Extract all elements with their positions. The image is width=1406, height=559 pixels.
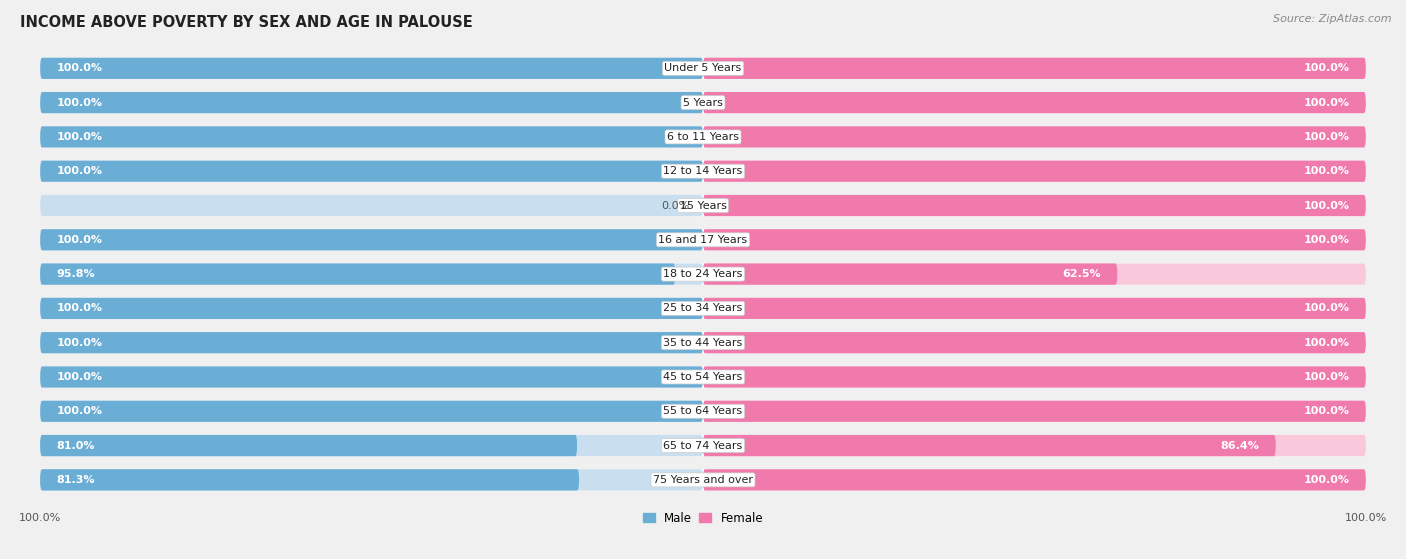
- FancyBboxPatch shape: [703, 58, 1365, 79]
- FancyBboxPatch shape: [703, 263, 1365, 285]
- FancyBboxPatch shape: [41, 195, 1365, 216]
- FancyBboxPatch shape: [41, 160, 1365, 182]
- FancyBboxPatch shape: [41, 160, 703, 182]
- Text: 100.0%: 100.0%: [56, 372, 103, 382]
- Text: 25 to 34 Years: 25 to 34 Years: [664, 304, 742, 314]
- FancyBboxPatch shape: [41, 229, 703, 250]
- Text: 100.0%: 100.0%: [1303, 63, 1350, 73]
- Text: 100.0%: 100.0%: [1303, 372, 1350, 382]
- FancyBboxPatch shape: [41, 126, 703, 148]
- FancyBboxPatch shape: [41, 469, 1365, 490]
- FancyBboxPatch shape: [703, 332, 1365, 353]
- Text: 86.4%: 86.4%: [1220, 440, 1260, 451]
- Text: 81.0%: 81.0%: [56, 440, 96, 451]
- FancyBboxPatch shape: [41, 332, 1365, 353]
- Text: 35 to 44 Years: 35 to 44 Years: [664, 338, 742, 348]
- FancyBboxPatch shape: [703, 229, 1365, 250]
- FancyBboxPatch shape: [41, 298, 703, 319]
- FancyBboxPatch shape: [703, 160, 1365, 182]
- Text: 95.8%: 95.8%: [56, 269, 96, 279]
- FancyBboxPatch shape: [41, 298, 1365, 319]
- FancyBboxPatch shape: [41, 92, 703, 113]
- Text: 100.0%: 100.0%: [56, 132, 103, 142]
- Text: 75 Years and over: 75 Years and over: [652, 475, 754, 485]
- Text: Source: ZipAtlas.com: Source: ZipAtlas.com: [1274, 14, 1392, 24]
- FancyBboxPatch shape: [703, 298, 1365, 319]
- FancyBboxPatch shape: [41, 263, 1365, 285]
- Text: 100.0%: 100.0%: [1303, 132, 1350, 142]
- Text: 6 to 11 Years: 6 to 11 Years: [666, 132, 740, 142]
- Text: 15 Years: 15 Years: [679, 201, 727, 211]
- FancyBboxPatch shape: [41, 195, 703, 216]
- FancyBboxPatch shape: [41, 401, 1365, 422]
- FancyBboxPatch shape: [41, 332, 703, 353]
- FancyBboxPatch shape: [41, 469, 703, 490]
- Text: 100.0%: 100.0%: [56, 406, 103, 416]
- FancyBboxPatch shape: [41, 58, 1365, 79]
- Text: 100.0%: 100.0%: [56, 98, 103, 108]
- FancyBboxPatch shape: [41, 58, 703, 79]
- Text: 18 to 24 Years: 18 to 24 Years: [664, 269, 742, 279]
- FancyBboxPatch shape: [41, 126, 1365, 148]
- FancyBboxPatch shape: [41, 366, 1365, 387]
- Text: 100.0%: 100.0%: [1303, 338, 1350, 348]
- FancyBboxPatch shape: [703, 92, 1365, 113]
- FancyBboxPatch shape: [41, 263, 675, 285]
- FancyBboxPatch shape: [703, 126, 1365, 148]
- Text: 100.0%: 100.0%: [1303, 304, 1350, 314]
- Text: 81.3%: 81.3%: [56, 475, 96, 485]
- Text: 100.0%: 100.0%: [1303, 406, 1350, 416]
- Text: 100.0%: 100.0%: [1303, 201, 1350, 211]
- Text: 16 and 17 Years: 16 and 17 Years: [658, 235, 748, 245]
- FancyBboxPatch shape: [41, 229, 1365, 250]
- FancyBboxPatch shape: [703, 435, 1275, 456]
- FancyBboxPatch shape: [41, 435, 576, 456]
- Text: 100.0%: 100.0%: [1303, 475, 1350, 485]
- FancyBboxPatch shape: [41, 263, 703, 285]
- FancyBboxPatch shape: [703, 435, 1365, 456]
- Text: 45 to 54 Years: 45 to 54 Years: [664, 372, 742, 382]
- Legend: Male, Female: Male, Female: [638, 507, 768, 529]
- Text: 65 to 74 Years: 65 to 74 Years: [664, 440, 742, 451]
- Text: INCOME ABOVE POVERTY BY SEX AND AGE IN PALOUSE: INCOME ABOVE POVERTY BY SEX AND AGE IN P…: [20, 15, 472, 30]
- FancyBboxPatch shape: [41, 435, 703, 456]
- Text: 100.0%: 100.0%: [1303, 166, 1350, 176]
- FancyBboxPatch shape: [703, 366, 1365, 387]
- Text: 12 to 14 Years: 12 to 14 Years: [664, 166, 742, 176]
- Text: 5 Years: 5 Years: [683, 98, 723, 108]
- FancyBboxPatch shape: [703, 195, 1365, 216]
- Text: 100.0%: 100.0%: [56, 338, 103, 348]
- FancyBboxPatch shape: [703, 401, 1365, 422]
- FancyBboxPatch shape: [703, 469, 1365, 490]
- Text: Under 5 Years: Under 5 Years: [665, 63, 741, 73]
- Text: 100.0%: 100.0%: [56, 235, 103, 245]
- Text: 100.0%: 100.0%: [56, 304, 103, 314]
- FancyBboxPatch shape: [41, 435, 1365, 456]
- Text: 62.5%: 62.5%: [1062, 269, 1101, 279]
- FancyBboxPatch shape: [41, 469, 579, 490]
- Text: 0.0%: 0.0%: [661, 201, 690, 211]
- FancyBboxPatch shape: [703, 263, 1118, 285]
- Text: 100.0%: 100.0%: [56, 166, 103, 176]
- Text: 100.0%: 100.0%: [56, 63, 103, 73]
- Text: 100.0%: 100.0%: [1303, 235, 1350, 245]
- Text: 100.0%: 100.0%: [1303, 98, 1350, 108]
- FancyBboxPatch shape: [41, 401, 703, 422]
- Text: 55 to 64 Years: 55 to 64 Years: [664, 406, 742, 416]
- FancyBboxPatch shape: [41, 366, 703, 387]
- FancyBboxPatch shape: [41, 92, 1365, 113]
